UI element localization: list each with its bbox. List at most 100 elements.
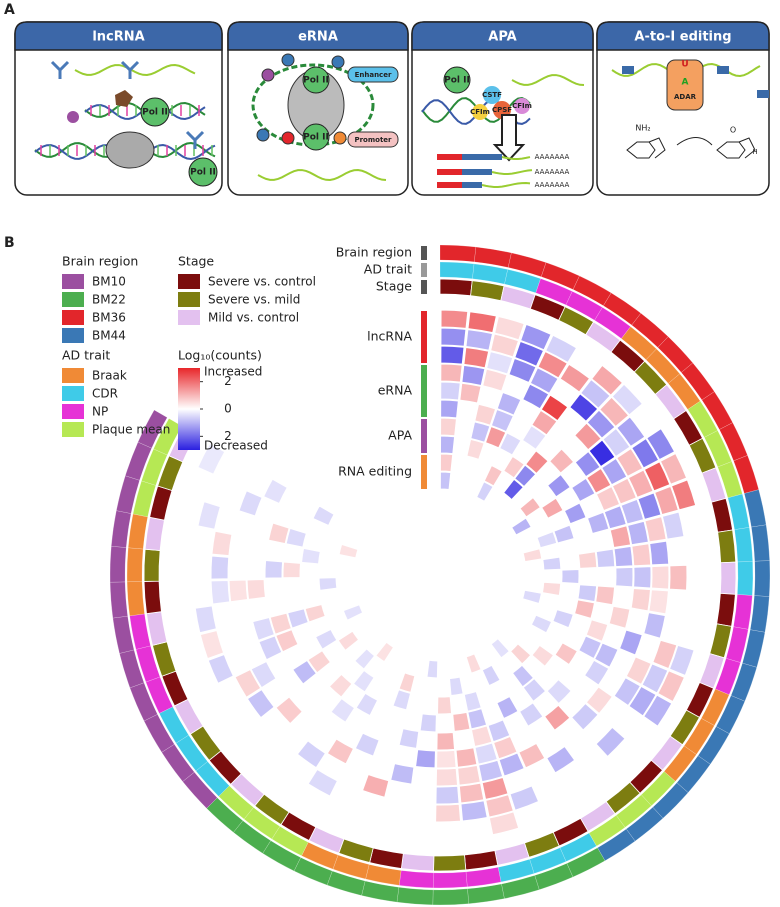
reaction-arrow <box>676 137 713 146</box>
heatmap-cell <box>509 785 540 811</box>
heatmap-cell <box>654 485 679 516</box>
stage-cell <box>400 853 435 872</box>
heatmap-cell <box>435 767 459 787</box>
heatmap-cell <box>481 664 501 687</box>
heatmap-cell <box>207 653 234 685</box>
heatmap-cell <box>522 548 543 563</box>
loop <box>251 63 375 147</box>
legend-swatch <box>178 310 200 325</box>
heatmap-cell <box>571 477 596 503</box>
panel-header <box>596 21 770 51</box>
row-group-label: eRNA <box>378 383 413 398</box>
colorbar-tick-label: 2 <box>224 429 232 443</box>
heatmap-cell <box>264 559 284 579</box>
heatmap-cell <box>475 481 494 502</box>
ad-trait-cell <box>126 581 145 616</box>
heatmap-cell <box>540 394 569 422</box>
heatmap-cell <box>210 555 230 580</box>
arrow <box>492 114 526 162</box>
legend-label: BM44 <box>92 329 126 343</box>
heatmap-cell <box>419 713 437 733</box>
heatmap-cell <box>440 417 458 437</box>
cfim <box>514 98 530 114</box>
heatmap-cell <box>439 471 452 491</box>
heatmap-cell <box>520 323 552 351</box>
heatmap-cell <box>644 516 667 543</box>
heatmap-cell <box>275 696 303 725</box>
heatmap-cell <box>440 399 459 419</box>
colorbar <box>178 368 200 450</box>
heatmap-cell <box>595 585 616 606</box>
protein <box>67 111 79 123</box>
heatmap-cell <box>543 704 571 731</box>
utr-red <box>437 154 462 160</box>
heatmap-cell <box>511 664 535 688</box>
heatmap-cell <box>398 672 416 694</box>
heatmap-cell <box>326 738 355 765</box>
heatmap-cell <box>194 605 217 634</box>
heatmap-cell <box>643 612 666 639</box>
heatmap-cell <box>668 644 695 677</box>
heatmap-cell <box>470 421 491 443</box>
heatmap-cell <box>552 608 574 629</box>
legend-title: AD trait <box>62 348 110 363</box>
heatmap-cell <box>631 543 652 567</box>
heatmap-cell <box>354 648 376 670</box>
heatmap-cell <box>652 639 678 670</box>
heatmap-cell <box>615 566 634 588</box>
heatmap-cell <box>301 547 321 565</box>
heatmap-cell <box>199 629 225 660</box>
colorbar-high: Increased <box>204 365 262 379</box>
heatmap-cell <box>457 764 481 786</box>
heatmap-cell <box>304 603 326 623</box>
heatmap-cell <box>262 478 288 505</box>
pol-ii <box>302 66 330 94</box>
heatmap-cell <box>518 702 544 727</box>
brain-region-cell <box>474 246 512 268</box>
heatmap-cell <box>461 364 486 387</box>
dna-strand <box>491 169 533 175</box>
heatmap-cell <box>649 540 670 566</box>
heatmap-cell <box>626 520 649 546</box>
dna-strand <box>481 182 531 188</box>
heatmap-cell <box>465 653 482 674</box>
heatmap-cell <box>627 469 654 499</box>
pol-ii <box>302 123 330 151</box>
rna-structure <box>50 60 70 79</box>
heatmap-cell <box>553 524 575 544</box>
rna-block <box>757 90 769 98</box>
diagram-panel: eRNA Pol II Pol II Enhancer Promoter <box>227 21 409 196</box>
heatmap-cell <box>599 396 630 428</box>
heatmap-cell <box>536 530 558 549</box>
ad-trait-cell <box>433 871 468 889</box>
rna-structure <box>120 60 140 79</box>
heatmap-cell <box>524 450 549 475</box>
heatmap-cell <box>483 464 504 487</box>
legend-label: BM10 <box>92 275 126 289</box>
heatmap-cell <box>487 719 511 743</box>
diagram-label: CSTF <box>482 91 502 99</box>
heatmap-cell <box>496 695 519 720</box>
heatmap-cell <box>466 438 485 460</box>
heatmap-cell <box>570 702 599 731</box>
legend-swatch <box>178 292 200 307</box>
brain-region-cell <box>396 887 434 906</box>
heatmap-cell <box>307 650 332 674</box>
brain-region-cell <box>754 560 771 597</box>
heatmap-cell <box>436 731 456 751</box>
heatmap-cell <box>586 511 610 535</box>
heatmap-cell <box>361 773 390 798</box>
heatmap-cell <box>484 425 507 449</box>
heatmap-cell <box>625 656 652 686</box>
heatmap-cell <box>522 589 542 605</box>
heatmap-cell <box>561 568 580 585</box>
diagram-label: CPSF <box>492 106 512 114</box>
heatmap-cell <box>595 726 626 758</box>
heatmap-cell <box>448 676 464 697</box>
heatmap-cell <box>554 642 579 666</box>
heatmap-cell <box>669 564 688 591</box>
heatmap-cell <box>440 309 469 329</box>
heatmap-cell <box>426 659 439 679</box>
heatmap-cell <box>518 742 546 769</box>
